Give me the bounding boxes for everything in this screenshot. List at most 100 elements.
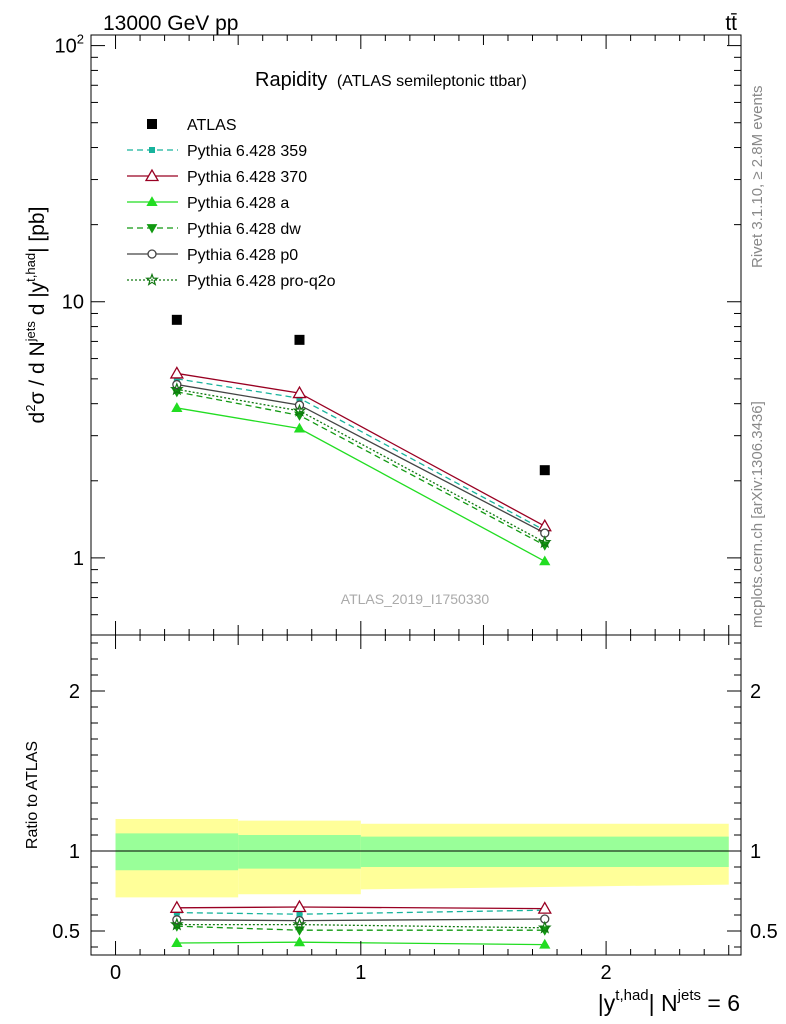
legend-entry: Pythia 6.428 370 [127, 168, 307, 186]
data-point [149, 147, 155, 153]
legend-entry: Pythia 6.428 a [127, 195, 289, 212]
data-point [293, 936, 306, 947]
ratio-series-4 [172, 914, 550, 926]
watermark: ATLAS_2019_I1750330 [341, 591, 490, 607]
data-point [145, 272, 159, 286]
series-line [176, 923, 545, 929]
data-point [169, 917, 184, 931]
legend-label: Pythia 6.428 359 [187, 143, 307, 160]
series-line [176, 391, 546, 546]
main-title: Rapidity (ATLAS semileptonic ttbar) [255, 69, 527, 91]
main-axis-ticks [91, 35, 741, 636]
data-point [539, 938, 551, 949]
series-line [176, 918, 545, 922]
series-line [176, 372, 546, 527]
data-point [171, 314, 182, 325]
main-series-6 [169, 382, 552, 549]
data-point [539, 465, 550, 476]
data-point [147, 249, 157, 259]
ratio-plot-frame [90, 634, 742, 956]
data-point [292, 917, 307, 931]
data-point [537, 920, 552, 934]
main-panel: 1 10 102 Rapidity (ATLAS semileptonic ttba… [23, 32, 742, 636]
legend-label: Pythia 6.428 p0 [187, 247, 298, 264]
legend-entry: Pythia 6.428 359 [127, 143, 307, 160]
rivet-label: Rivet 3.1.10, ≥ 2.8M events [749, 86, 766, 269]
data-point [171, 937, 183, 948]
data-point [147, 119, 157, 129]
ratio-panel: 0.5 0.5 1 1 2 2 0 1 2 Ratio to ATLAS |yt,had| Nj… [24, 634, 778, 1016]
ratio-y-tick-label-right: 1 [750, 841, 761, 863]
data-point [146, 196, 158, 207]
data-point [169, 366, 184, 379]
ratio-y-tick-label-left: 2 [69, 681, 80, 703]
ratio-series-2 [171, 936, 551, 949]
legend-label: Pythia 6.428 pro-q2o [187, 273, 336, 290]
data-point [171, 402, 183, 412]
data-point [296, 395, 303, 402]
legend-entry: Pythia 6.428 dw [127, 221, 301, 238]
energy-label: 13000 GeV pp [103, 12, 238, 35]
data-point [292, 403, 307, 417]
ratio-uncertainty-bands [115, 819, 729, 898]
main-y-axis-label: d2σ / d Njets d |yt,had| [pb] [23, 207, 49, 424]
ratio-series-1 [169, 899, 552, 914]
series-line [176, 378, 546, 532]
main-y-tick-labels: 1 10 102 [55, 32, 84, 570]
data-point [292, 899, 307, 913]
ratio-y-tick-label-left: 0.5 [52, 921, 80, 943]
main-series-0 [171, 314, 550, 476]
ratio-x-tick-label: 1 [355, 962, 366, 984]
data-point [169, 382, 184, 396]
main-series-3 [171, 402, 551, 566]
data-point [146, 224, 158, 234]
ratio-series-layer [169, 899, 552, 949]
main-y-tick-label: 1 [73, 548, 84, 570]
series-line [176, 383, 546, 534]
data-point [296, 911, 303, 918]
legend-entry: Pythia 6.428 pro-q2o [127, 272, 336, 290]
data-point [537, 901, 552, 914]
legend-entry: Pythia 6.428 p0 [127, 247, 298, 264]
series-line [176, 388, 546, 543]
mcplots-label: mcplots.cern.ch [arXiv:1306.3436] [749, 401, 766, 628]
main-title-text: Rapidity [255, 69, 327, 91]
main-y-tick-label: 102 [55, 32, 84, 58]
series-line [176, 909, 545, 915]
data-point [293, 422, 306, 433]
legend-label: Pythia 6.428 370 [187, 169, 307, 186]
legend-label: Pythia 6.428 a [187, 195, 289, 212]
ratio-x-tick-label: 0 [110, 962, 121, 984]
stat-uncertainty-band [238, 835, 361, 869]
main-series-layer [169, 314, 552, 566]
data-point [173, 375, 180, 382]
legend-label: Pythia 6.428 dw [187, 221, 301, 238]
data-point [169, 900, 184, 913]
data-point [144, 168, 160, 182]
data-point [292, 385, 307, 399]
data-point [539, 555, 551, 566]
ratio-x-tick-label: 2 [601, 962, 612, 984]
legend: ATLAS Pythia 6.428 359 Pythia 6.428 370 Pyt… [127, 117, 336, 290]
main-y-tick-label: 10 [62, 292, 84, 314]
ratio-tick-labels: 0.5 0.5 1 1 2 2 0 1 2 [52, 681, 778, 984]
legend-label: ATLAS [187, 117, 237, 134]
stat-uncertainty-band [360, 836, 729, 867]
stat-uncertainty-band [115, 833, 239, 871]
data-point [294, 334, 305, 345]
ratio-y-tick-label-right: 0.5 [750, 921, 778, 943]
main-series-5 [172, 379, 550, 538]
main-series-1 [173, 375, 548, 534]
ratio-axis-ticks [91, 635, 741, 955]
main-subtitle-text: (ATLAS semileptonic ttbar) [337, 73, 527, 90]
ratio-series-5 [169, 917, 552, 934]
ratio-y-tick-label-left: 1 [69, 841, 80, 863]
ratio-y-axis-label: Ratio to ATLAS [24, 741, 41, 849]
main-series-4 [171, 387, 551, 551]
process-label: tt̄ [725, 12, 737, 35]
ratio-y-tick-label-right: 2 [750, 681, 761, 703]
legend-entry: ATLAS [147, 117, 237, 134]
data-point [537, 535, 552, 549]
ratio-x-axis-label: |yt,had| Njets = 6 [598, 987, 740, 1016]
